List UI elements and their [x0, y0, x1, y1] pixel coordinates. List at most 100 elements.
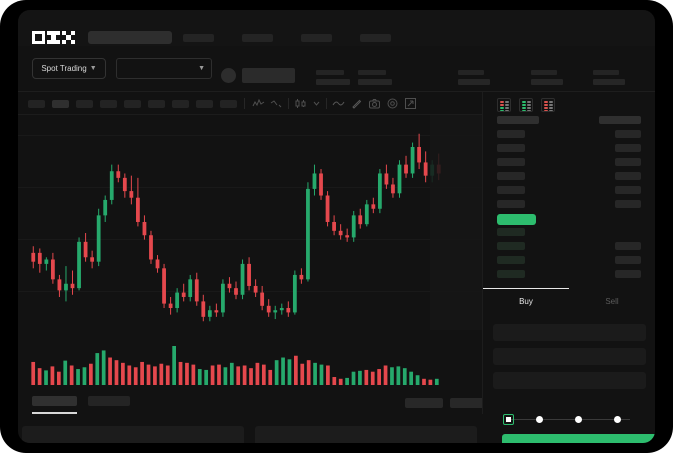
candle-type-icon[interactable] — [294, 97, 307, 110]
chevron-down-icon: ▼ — [198, 65, 205, 72]
timeframe-button[interactable] — [76, 100, 93, 108]
orderbook-left-bar — [497, 242, 525, 250]
bottom-panel-left[interactable] — [22, 426, 244, 443]
settings-icon[interactable] — [386, 97, 399, 110]
chevron-down-icon: ▼ — [89, 65, 97, 72]
footer-tab-active[interactable] — [32, 396, 77, 406]
footer-button-2[interactable] — [450, 398, 488, 408]
timeframe-button[interactable] — [28, 100, 45, 108]
volume-chart — [18, 340, 482, 386]
order-field-2[interactable] — [493, 348, 646, 365]
nav-link-2[interactable] — [242, 34, 273, 42]
drawing-tools-icon[interactable] — [350, 97, 363, 110]
orderbook-left-bar — [497, 158, 525, 166]
chart-toolbar — [18, 92, 482, 115]
orderbook-left-bar — [497, 172, 525, 180]
orderbook-row[interactable] — [483, 186, 655, 194]
tab-sell-label: Sell — [605, 296, 619, 306]
orderbook-row[interactable] — [483, 158, 655, 166]
coin-avatar — [221, 68, 236, 83]
orderbook-right-bar — [615, 200, 641, 208]
stat-item — [531, 70, 563, 85]
orderbook-row[interactable] — [483, 270, 655, 278]
orderbook-row[interactable] — [483, 228, 655, 236]
footer-tab-underline — [32, 412, 77, 414]
logo-square-glyph — [32, 31, 45, 44]
pair-selector[interactable]: ▼ — [116, 58, 212, 79]
tab-buy-label: Buy — [519, 297, 533, 306]
orderbook-bids-icon[interactable] — [519, 98, 533, 112]
orderbook-right-bar — [615, 144, 641, 152]
orderbook-layout-toggles — [497, 98, 555, 112]
search-input[interactable] — [88, 31, 172, 44]
orderbook-right-bar — [615, 158, 641, 166]
logo-x-glyph — [62, 31, 75, 44]
stepper-step-2[interactable] — [536, 416, 543, 423]
orderbook-row[interactable] — [483, 172, 655, 180]
orderbook-left-bar — [497, 116, 539, 124]
market-type-dropdown[interactable]: Spot Trading ▼ — [32, 58, 106, 79]
timeframe-button[interactable] — [148, 100, 165, 108]
timeframe-button[interactable] — [124, 100, 141, 108]
nav-link-1[interactable] — [183, 34, 214, 42]
nav-link-3[interactable] — [301, 34, 332, 42]
timeframe-button[interactable] — [196, 100, 213, 108]
top-navigation-bar — [18, 10, 655, 46]
okx-logo[interactable] — [32, 31, 78, 44]
stat-item — [358, 70, 392, 85]
orderbook-left-bar — [497, 130, 525, 138]
orderbook-right-bar — [615, 172, 641, 180]
volume-series — [31, 346, 439, 386]
stepper-step-4[interactable] — [614, 416, 621, 423]
orderbook-left-bar — [497, 144, 525, 152]
timeframe-button[interactable] — [172, 100, 189, 108]
footer-tab[interactable] — [88, 396, 130, 406]
line-chart-icon[interactable] — [332, 97, 345, 110]
timeframe-button-active[interactable] — [52, 100, 69, 108]
order-field-3[interactable] — [493, 372, 646, 389]
stat-item — [593, 70, 625, 85]
orderbook-row[interactable] — [483, 256, 655, 264]
footer-button-1[interactable] — [405, 398, 443, 408]
order-field-1[interactable] — [493, 324, 646, 341]
market-type-label: Spot Trading — [41, 64, 87, 73]
fullscreen-icon[interactable] — [404, 97, 417, 110]
orderbook-right-bar — [599, 116, 641, 124]
nav-link-4[interactable] — [360, 34, 391, 42]
orderbook-left-bar — [497, 228, 525, 236]
timeframe-button[interactable] — [100, 100, 117, 108]
primary-cta-button[interactable] — [502, 434, 655, 443]
orderbook-left-bar — [497, 270, 525, 278]
price-chart[interactable] — [18, 115, 482, 340]
orderbook-right-bar — [615, 270, 641, 278]
orderbook-row[interactable] — [483, 116, 655, 124]
indicators-icon[interactable] — [252, 97, 265, 110]
orderbook-right-bar — [615, 242, 641, 250]
tab-sell[interactable]: Sell — [569, 288, 655, 314]
stepper-step-1-active[interactable] — [503, 414, 514, 425]
chevron-down-icon[interactable] — [310, 97, 323, 110]
orderbook-left-bar — [497, 200, 525, 208]
orderbook-left-bar — [497, 186, 525, 194]
app-screen: Spot Trading ▼ ▼ — [18, 10, 655, 443]
orderbook-row[interactable] — [483, 144, 655, 152]
orderbook-right-bar — [615, 256, 641, 264]
orderbook-left-bar — [497, 256, 525, 264]
orderbook-asks-icon[interactable] — [541, 98, 555, 112]
orderbook-row-highlighted[interactable] — [483, 214, 655, 225]
stat-item — [316, 70, 350, 85]
camera-icon[interactable] — [368, 97, 381, 110]
timeframe-button[interactable] — [220, 100, 237, 108]
nav-links — [183, 34, 391, 42]
compare-icon[interactable] — [270, 97, 283, 110]
stepper-step-3[interactable] — [575, 416, 582, 423]
bottom-panel-right[interactable] — [255, 426, 477, 443]
tab-buy[interactable]: Buy — [483, 288, 569, 314]
orderbook-row[interactable] — [483, 242, 655, 250]
orderbook-both-icon[interactable] — [497, 98, 511, 112]
orderbook-row[interactable] — [483, 130, 655, 138]
onboarding-stepper — [484, 410, 655, 430]
stat-item — [458, 70, 490, 85]
orderbook-row[interactable] — [483, 200, 655, 208]
ticker-header: Spot Trading ▼ ▼ — [18, 46, 655, 92]
